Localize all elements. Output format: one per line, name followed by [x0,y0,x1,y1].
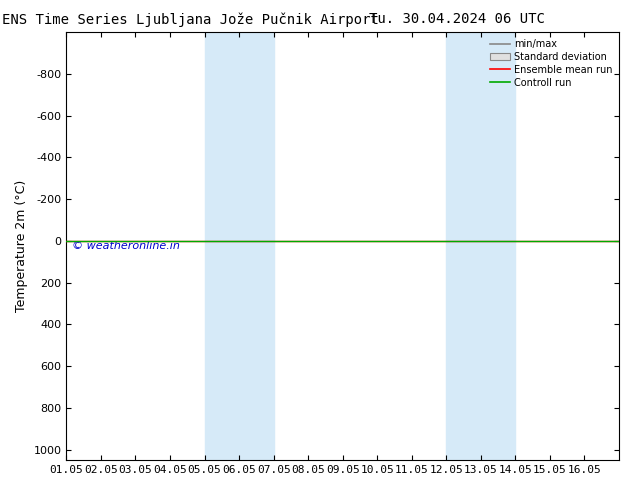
Text: Tu. 30.04.2024 06 UTC: Tu. 30.04.2024 06 UTC [368,12,545,26]
Y-axis label: Temperature 2m (°C): Temperature 2m (°C) [15,180,28,312]
Legend: min/max, Standard deviation, Ensemble mean run, Controll run: min/max, Standard deviation, Ensemble me… [488,37,614,90]
Bar [205,32,274,460]
Text: © weatheronline.in: © weatheronline.in [72,241,180,251]
Text: ENS Time Series Ljubljana Jože Pučnik Airport: ENS Time Series Ljubljana Jože Pučnik Ai… [2,12,378,27]
Bar [446,32,515,460]
